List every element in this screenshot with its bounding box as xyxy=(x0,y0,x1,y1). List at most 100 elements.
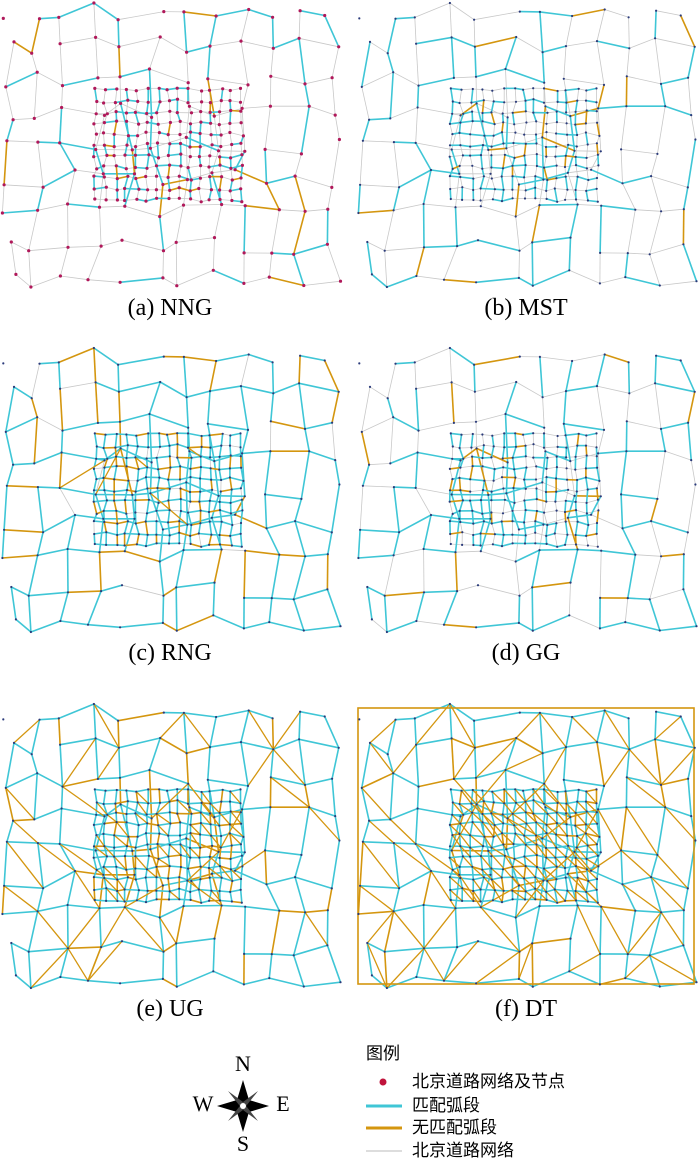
unmatched-edge xyxy=(1,885,5,915)
road-node xyxy=(566,133,569,136)
road-edge xyxy=(37,142,44,188)
road-edge xyxy=(542,397,545,428)
road-node xyxy=(479,532,482,535)
matched-edge xyxy=(167,177,171,191)
road-edge xyxy=(31,53,38,73)
matched-edge xyxy=(240,480,245,489)
matched-edge xyxy=(136,788,149,793)
road-node xyxy=(209,467,212,470)
matched-edge xyxy=(134,813,140,826)
road-node xyxy=(417,84,420,87)
matched-edge xyxy=(531,242,534,286)
matched-edge xyxy=(269,621,304,632)
road-node xyxy=(60,84,65,88)
road-node xyxy=(546,111,549,114)
road-edge xyxy=(459,467,461,478)
matched-edge xyxy=(102,510,106,523)
road-edge xyxy=(575,468,586,470)
unmatched-edge xyxy=(169,811,178,815)
unmatched-edge xyxy=(169,456,172,468)
road-node xyxy=(161,621,164,624)
road-node xyxy=(271,361,274,364)
road-node xyxy=(693,390,696,393)
road-node xyxy=(303,82,307,86)
matched-edge xyxy=(270,749,275,778)
road-node xyxy=(493,533,496,536)
unmatched-edge xyxy=(67,946,102,950)
matched-edge xyxy=(523,479,527,489)
road-node xyxy=(585,434,588,437)
road-node xyxy=(538,549,541,552)
road-node xyxy=(574,543,578,546)
road-node xyxy=(569,115,572,118)
road-node xyxy=(695,625,698,628)
matched-edge xyxy=(159,800,170,804)
road-node xyxy=(132,172,137,176)
road-node xyxy=(12,40,16,44)
road-node xyxy=(398,186,401,189)
road-node xyxy=(213,460,216,463)
road-node xyxy=(448,489,452,492)
road-node xyxy=(145,111,149,116)
unmatched-edge xyxy=(220,488,232,493)
road-node xyxy=(456,590,459,593)
road-node xyxy=(185,396,188,399)
road-edge xyxy=(415,107,418,143)
road-node xyxy=(93,197,97,201)
road-node xyxy=(207,165,211,169)
road-edge xyxy=(455,550,481,553)
road-edge xyxy=(539,179,544,206)
matched-edge xyxy=(565,500,576,503)
matched-edge xyxy=(504,413,509,463)
road-node xyxy=(218,197,222,202)
road-node xyxy=(230,198,234,203)
road-node xyxy=(158,560,161,563)
road-edge xyxy=(449,2,452,38)
matched-edge xyxy=(34,451,62,465)
matched-edge xyxy=(503,487,514,490)
matched-edge xyxy=(125,445,129,459)
road-node xyxy=(99,244,103,248)
road-node xyxy=(105,153,109,157)
matched-edge xyxy=(522,432,534,436)
matched-edge xyxy=(620,494,624,529)
matched-edge xyxy=(167,143,171,156)
road-node xyxy=(469,145,472,148)
road-node xyxy=(491,89,494,92)
road-node xyxy=(299,354,302,357)
matched-edge xyxy=(622,520,652,530)
matched-edge xyxy=(123,521,129,534)
matched-edge xyxy=(514,433,517,447)
road-node xyxy=(512,486,515,490)
road-edge xyxy=(186,52,189,83)
matched-edge xyxy=(481,168,485,177)
unmatched-edge xyxy=(104,144,115,148)
matched-edge xyxy=(219,501,231,504)
matched-edge xyxy=(95,802,98,815)
matched-edge xyxy=(472,510,483,515)
road-node xyxy=(555,466,558,469)
unmatched-edge xyxy=(219,823,230,827)
matched-edge xyxy=(30,620,61,633)
road-edge xyxy=(564,189,568,200)
road-node xyxy=(392,209,395,212)
road-edge xyxy=(543,101,558,104)
road-node xyxy=(199,509,202,512)
road-node xyxy=(330,185,334,189)
matched-edge xyxy=(386,18,397,54)
road-node xyxy=(178,520,181,523)
road-node xyxy=(208,110,212,114)
road-node xyxy=(206,77,210,81)
unmatched-edge xyxy=(596,122,601,137)
matched-edge xyxy=(449,175,461,178)
unmatched-edge xyxy=(230,109,241,112)
matched-edge xyxy=(241,785,249,810)
road-node xyxy=(263,147,267,151)
matched-edge xyxy=(271,597,294,601)
matched-edge xyxy=(265,849,302,856)
road-node xyxy=(127,479,130,482)
road-node xyxy=(566,533,569,536)
matched-edge xyxy=(120,978,163,985)
matched-edge xyxy=(146,154,150,169)
matched-edge xyxy=(458,510,462,523)
